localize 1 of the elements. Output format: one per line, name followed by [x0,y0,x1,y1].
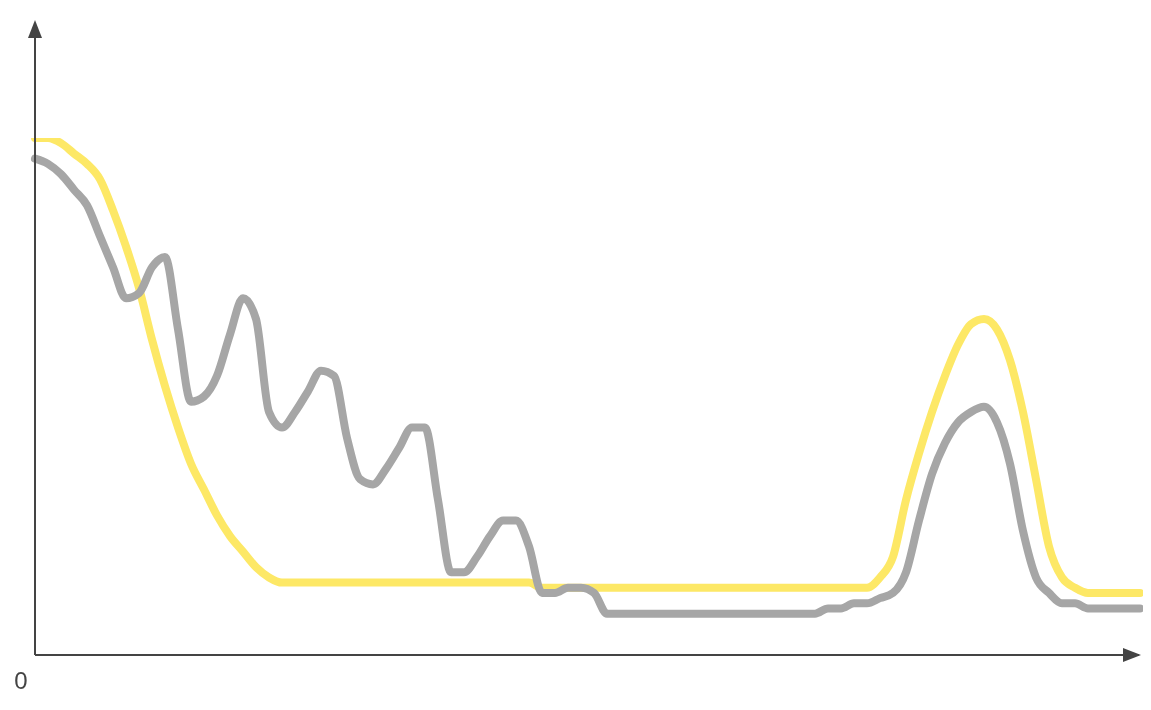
text: 0 [14,667,28,694]
